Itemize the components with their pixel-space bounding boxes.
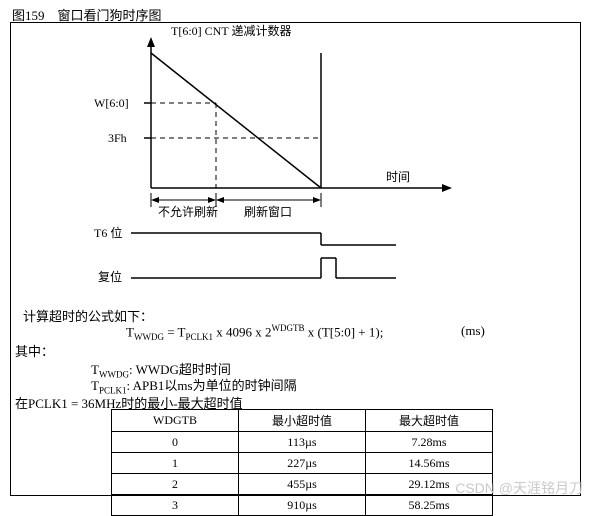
th-wdgtb: WDGTB	[112, 410, 239, 432]
threefh-label: 3Fh	[108, 131, 127, 145]
timeout-table: WDGTB 最小超时值 最大超时值 0113µs7.28ms 1227µs14.…	[111, 409, 493, 516]
timing-svg: T[6:0] CNT 递减计数器 时间 W[6:0]	[76, 23, 496, 303]
table-row: 3910µs58.25ms	[112, 495, 493, 516]
t6-label: T6 位	[94, 225, 122, 240]
th-max: 最大超时值	[366, 410, 493, 432]
cnt-label: T[6:0] CNT 递减计数器	[171, 23, 291, 38]
x-axis-label: 时间	[386, 170, 410, 184]
x-arrow-icon	[442, 184, 452, 192]
w-label: W[6:0]	[94, 96, 129, 110]
where-label: 其中：	[15, 341, 54, 360]
span-right-label: 刷新窗口	[244, 204, 292, 219]
formula-unit: (ms)	[461, 323, 485, 339]
span-left-label: 不允许刷新	[158, 204, 218, 219]
figure-title: 窗口看门狗时序图	[58, 8, 162, 23]
figure-box: T[6:0] CNT 递减计数器 时间 W[6:0]	[10, 22, 581, 496]
figure-number: 图159	[12, 8, 45, 23]
watermark: CSDN @天涯铭月刀	[455, 478, 583, 498]
page: 图159 窗口看门狗时序图 T[6:0] CNT 递减计数器 时间	[0, 0, 591, 504]
th-min: 最小超时值	[239, 410, 366, 432]
reset-label: 复位	[98, 269, 122, 284]
table-row: 1227µs14.56ms	[112, 453, 493, 474]
formula-line: TWWDG = TPCLK1 x 4096 x 2WDGTB x (T[5:0]…	[126, 323, 383, 342]
y-arrow-icon	[147, 37, 155, 47]
table-row: 0113µs7.28ms	[112, 432, 493, 453]
table-row: 2455µs29.12ms	[112, 474, 493, 495]
count-slope	[151, 53, 321, 188]
table-header-row: WDGTB 最小超时值 最大超时值	[112, 410, 493, 432]
timing-diagram: T[6:0] CNT 递减计数器 时间 W[6:0]	[76, 23, 496, 303]
